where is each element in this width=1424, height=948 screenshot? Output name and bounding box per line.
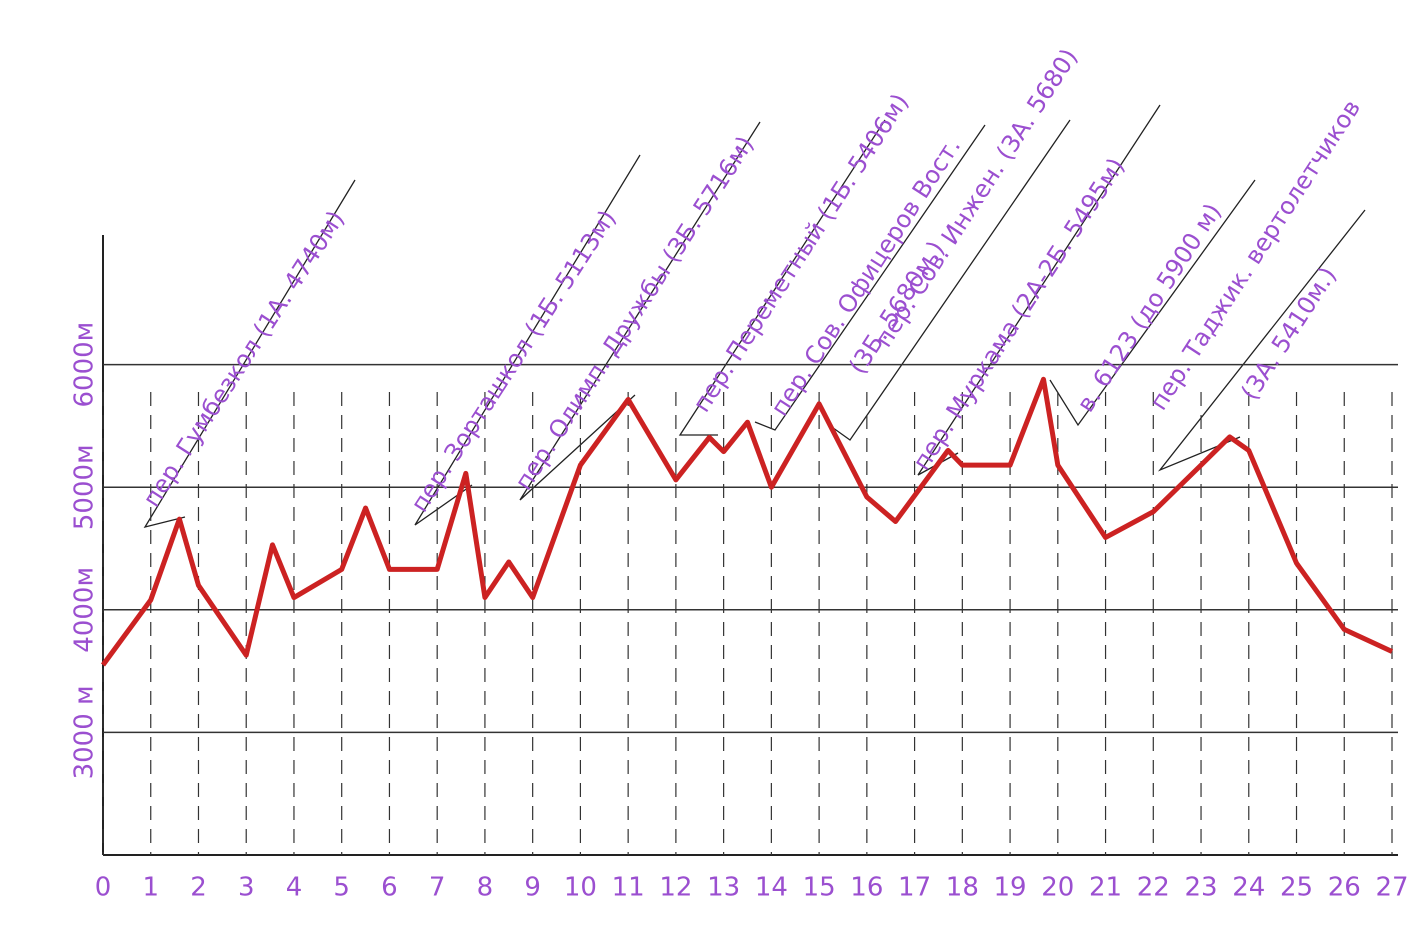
x-tick-label: 19 xyxy=(994,873,1027,903)
x-tick-label: 25 xyxy=(1280,873,1313,903)
x-tick-label: 3 xyxy=(238,873,255,903)
line xyxy=(100,376,1394,667)
y-tick-label: 5000м xyxy=(70,444,100,530)
x-tick-label: 27 xyxy=(1375,873,1408,903)
y-tick-label: 6000м xyxy=(70,322,100,408)
x-tick-label: 2 xyxy=(190,873,207,903)
x-tick-label: 24 xyxy=(1232,873,1265,903)
x-tick-label: 8 xyxy=(477,873,494,903)
x-tick-label: 5 xyxy=(333,873,350,903)
x-tick-label: 4 xyxy=(286,873,303,903)
x-tick-label: 1 xyxy=(142,873,159,903)
x-tick-label: 9 xyxy=(524,873,541,903)
annotation: пер. Гумбезкол (1А. 4740м) xyxy=(137,206,350,512)
leader-lines xyxy=(143,104,1366,529)
x-tick-label: 0 xyxy=(95,873,112,903)
x-tick-label: 23 xyxy=(1184,873,1217,903)
x-tick-label: 17 xyxy=(898,873,931,903)
x-tick-label: 6 xyxy=(381,873,398,903)
x-tick-label: 15 xyxy=(803,873,836,903)
x-tick-label: 16 xyxy=(850,873,883,903)
annotation: пер. Муркама (2А-2Б. 5495м) xyxy=(907,153,1130,475)
x-tick-label: 11 xyxy=(612,873,645,903)
x-tick-label: 18 xyxy=(946,873,979,903)
x-tick-label: 10 xyxy=(564,873,597,903)
x-tick-label: 14 xyxy=(755,873,788,903)
x-tick-label: 26 xyxy=(1328,873,1361,903)
x-tick-label: 12 xyxy=(659,873,692,903)
x-tick-label: 13 xyxy=(707,873,740,903)
x-tick-label: 20 xyxy=(1041,873,1074,903)
x-tick-label: 21 xyxy=(1089,873,1122,903)
y-tick-label: 3000 м xyxy=(70,685,100,779)
x-tick-label: 7 xyxy=(429,873,446,903)
y-tick-label: 4000м xyxy=(70,567,100,653)
x-tick-label: 22 xyxy=(1137,873,1170,903)
